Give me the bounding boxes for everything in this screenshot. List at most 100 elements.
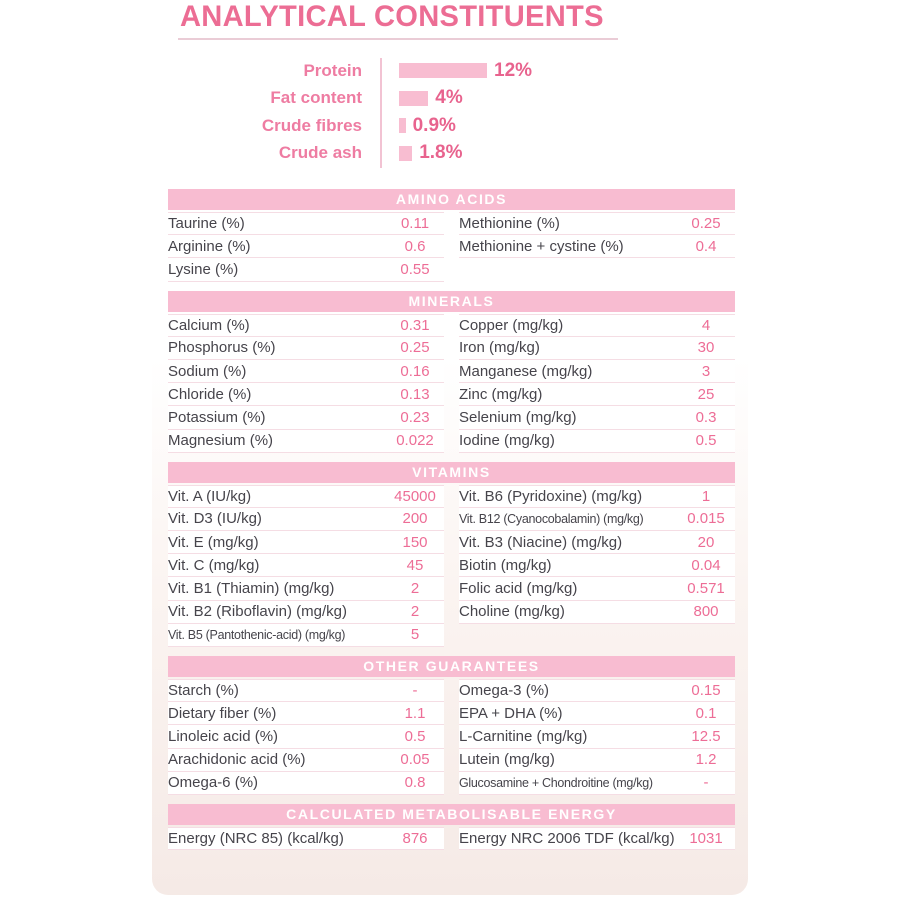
chart-category-label: Crude ash [278,143,362,163]
nutrient-row: Iron (mg/kg) 30 [459,336,735,360]
nutrient-row: Energy NRC 2006 TDF (kcal/kg) 1031 [459,826,735,851]
nutrient-value: 0.25 [400,339,430,357]
nutrient-row: Selenium (mg/kg) 0.3 [459,406,735,430]
nutrient-row: Phosphorus (%) 0.25 [168,336,444,360]
nutrient-row: Biotin (mg/kg) 0.04 [459,554,735,578]
section-column-right: Copper (mg/kg) 4 Iron (mg/kg) 30 Manganese (… [459,313,735,453]
nutrient-value: 876 [402,830,428,848]
nutrient-value: 0.4 [695,237,717,255]
nutrient-label: Vit. B2 (Riboflavin) (mg/kg) [168,603,347,621]
nutrient-value: 1.1 [404,704,426,722]
nutrient-row: L-Carnitine (mg/kg) 12.5 [459,725,735,749]
chart-bar [399,90,429,106]
nutrient-value: 2 [410,580,420,598]
nutrient-row: Methionine (%) 0.25 [459,212,735,236]
chart-category-label: Crude fibres [261,115,362,135]
nutrient-label: Vit. C (mg/kg) [168,556,260,574]
nutrient-label: Iodine (mg/kg) [459,432,555,450]
nutrient-row: Omega-6 (%) 0.8 [168,771,444,795]
nutrient-value: 20 [697,533,715,551]
section-body: Calcium (%) 0.31 Phosphorus (%) 0.25 Sodium … [168,313,735,453]
nutrient-label: Choline (mg/kg) [459,603,565,621]
nutrient-row: Omega-3 (%) 0.15 [459,679,735,703]
nutrient-row: Vit. D3 (IU/kg) 200 [168,507,444,532]
nutrient-value: 30 [697,339,715,357]
nutrient-value: 5 [410,626,420,644]
nutrient-label: Iron (mg/kg) [459,339,540,357]
section-header: VITAMINS [168,461,735,483]
section: AMINO ACIDS Taurine (%) 0.11 Arginine (%) 0.… [168,189,735,282]
page-title: ANALYTICAL CONSTITUENTS [180,0,604,33]
chart-value: 1.8% [419,142,463,164]
nutrient-label: Vit. B6 (Pyridoxine) (mg/kg) [459,487,643,505]
nutrient-label: Vit. A (IU/kg) [168,487,252,505]
chart-value: 4% [435,87,463,109]
nutrient-value: 0.15 [691,682,721,700]
section-column-right: Vit. B6 (Pyridoxine) (mg/kg) 1 Vit. B12 (C… [459,484,735,647]
nutrient-label: Manganese (mg/kg) [459,362,593,380]
nutrient-label: Vit. B5 (Pantothenic-acid) (mg/kg) [168,627,346,642]
nutrient-row: Chloride (%) 0.13 [168,383,444,407]
chart-row: Crude fibres 0.9% [152,112,752,140]
chart-value: 12% [494,59,533,81]
nutrient-row: Taurine (%) 0.11 [168,212,444,236]
nutrient-label: Vit. D3 (IU/kg) [168,510,262,528]
chart-category-label: Fat content [270,88,362,108]
nutrient-row: Glucosamine + Chondroitine (mg/kg) - [459,771,735,795]
nutrient-label: Calcium (%) [168,316,250,334]
nutrient-label: Vit. B3 (Niacine) (mg/kg) [459,533,623,551]
nutrient-row: Linoleic acid (%) 0.5 [168,725,444,749]
nutrient-label: EPA + DHA (%) [459,704,563,722]
chart-bar [399,63,487,79]
nutrient-value: 0.5 [404,727,426,745]
nutrient-value: 25 [697,385,715,403]
nutrient-row: Zinc (mg/kg) 25 [459,383,735,407]
nutrient-row: Choline (mg/kg) 800 [459,600,735,624]
nutrient-label: Vit. E (mg/kg) [168,533,259,551]
nutrient-value: 800 [693,603,719,621]
nutrient-row: Vit. B1 (Thiamin) (mg/kg) 2 [168,577,444,601]
section-header: MINERALS [168,290,735,312]
nutrient-value: 4 [701,316,711,334]
nutrient-value: 1 [701,487,711,505]
nutrient-row: Vit. B12 (Cyanocobalamin) (mg/kg) 0.015 [459,507,735,532]
section: CALCULATED METABOLISABLE ENERGY Energy (N… [168,803,735,851]
nutrient-value: 0.04 [691,556,721,574]
nutrient-label: Lutein (mg/kg) [459,751,555,769]
nutrient-row: Energy (NRC 85) (kcal/kg) 876 [168,826,444,851]
nutrient-row: Magnesium (%) 0.022 [168,429,444,453]
nutrient-label: Vit. B1 (Thiamin) (mg/kg) [168,580,335,598]
nutrient-row: Copper (mg/kg) 4 [459,313,735,337]
analytical-bar-chart: Protein 12% Fat content 4% Crude fibres 0.9% C… [152,57,752,167]
chart-bar [399,145,413,161]
nutrient-row: Vit. B6 (Pyridoxine) (mg/kg) 1 [459,484,735,508]
nutrient-label: Magnesium (%) [168,432,274,450]
section-header: AMINO ACIDS [168,189,735,210]
nutrient-value: 0.55 [400,260,430,278]
nutrient-value: 0.015 [687,510,725,528]
chart-row: Fat content 4% [152,85,752,113]
nutrient-value: 0.6 [404,237,426,255]
nutrient-label: Zinc (mg/kg) [459,385,543,403]
nutrient-value: 0.3 [695,408,717,426]
chart-value: 0.9% [412,114,456,136]
nutrient-value: 0.8 [404,774,426,792]
chart-bar-area: 4% [399,87,463,109]
nutrient-label: Selenium (mg/kg) [459,408,577,426]
chart-bar-area: 0.9% [399,115,456,137]
nutrient-row: Iodine (mg/kg) 0.5 [459,429,735,453]
nutrient-label: Folic acid (mg/kg) [459,580,578,598]
section-body: Taurine (%) 0.11 Arginine (%) 0.6 Lysine (%)… [168,212,735,282]
nutrient-value: 3 [701,362,711,380]
nutrient-row: Lysine (%) 0.55 [168,258,444,282]
nutrient-row: Vit. B3 (Niacine) (mg/kg) 20 [459,531,735,555]
nutrient-label: Methionine + cystine (%) [459,237,624,255]
chart-bar-area: 1.8% [399,142,463,164]
section-header: CALCULATED METABOLISABLE ENERGY [168,803,735,825]
section-column-left: Calcium (%) 0.31 Phosphorus (%) 0.25 Sodium … [168,313,444,453]
nutrient-label: Energy (NRC 85) (kcal/kg) [168,830,344,848]
nutrient-label: Potassium (%) [168,408,266,426]
nutrient-row: Sodium (%) 0.16 [168,359,444,384]
nutrient-row: Dietary fiber (%) 1.1 [168,702,444,726]
chart-row: Protein 12% [152,57,752,85]
